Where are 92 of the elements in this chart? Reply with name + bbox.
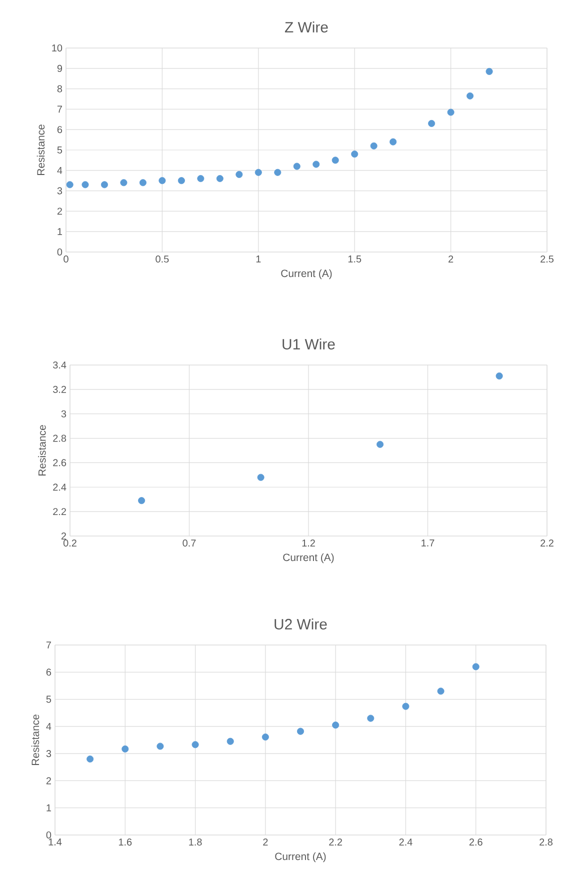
y-tick-label: 7: [57, 106, 62, 113]
y-axis-title: Resistance: [36, 124, 45, 176]
point: [376, 440, 384, 448]
x-tick-label: 2: [448, 256, 454, 262]
y-tick-label: 2: [57, 208, 62, 215]
y-tick-label: 5: [46, 696, 52, 703]
y-tick-label: 2.6: [53, 459, 66, 466]
x-axis-title: Current (A): [275, 852, 326, 862]
x-axis-title: Current (A): [281, 269, 332, 280]
y-tick-label: 5: [57, 146, 62, 154]
x-tick-label: 1.2: [302, 540, 315, 546]
point: [428, 120, 436, 127]
point: [120, 179, 128, 186]
x-tick-label: 2.2: [329, 838, 342, 846]
y-tick-label: 2: [61, 532, 66, 540]
x-tick-label: 0.7: [182, 540, 196, 547]
point: [178, 177, 185, 184]
y-tick-label: 1: [46, 804, 51, 812]
x-tick-label: 2.2: [540, 540, 554, 546]
x-tick-label: 2.4: [399, 838, 412, 846]
x-axis-title: Current (A): [283, 553, 334, 564]
point: [156, 742, 164, 750]
point: [297, 728, 304, 735]
y-tick-label: 2.2: [53, 508, 66, 516]
y-tick-label: 3.2: [53, 386, 66, 393]
point: [226, 738, 234, 745]
point: [496, 372, 503, 380]
y-tick-label: 3: [57, 187, 62, 194]
x-tick-label: 1.6: [118, 838, 132, 846]
x-tick-label: 0.2: [63, 540, 76, 547]
point: [293, 162, 300, 170]
point: [82, 181, 89, 188]
point: [138, 497, 146, 504]
point: [192, 741, 199, 748]
point: [197, 175, 204, 182]
x-tick-label: 0.5: [156, 256, 169, 263]
y-tick-label: 8: [57, 85, 62, 92]
point: [100, 181, 108, 188]
point: [466, 92, 474, 100]
x-tick-label: 2.6: [469, 838, 482, 846]
x-tick-label: 1.5: [348, 256, 362, 262]
chart-title: U1 Wire: [282, 338, 335, 350]
point: [486, 68, 493, 75]
point: [262, 734, 269, 741]
x-tick-label: 1: [256, 256, 261, 262]
y-tick-label: 2: [46, 777, 51, 784]
y-tick-label: 10: [52, 44, 62, 52]
point: [437, 688, 444, 695]
y-tick-label: 4: [57, 166, 62, 174]
y-tick-label: 6: [57, 126, 62, 134]
point: [332, 156, 339, 164]
y-tick-label: 6: [46, 668, 52, 676]
point: [447, 108, 454, 116]
x-tick-label: 1.7: [422, 540, 434, 546]
point: [274, 168, 282, 176]
y-tick-label: 3: [61, 410, 66, 418]
point: [370, 142, 378, 150]
point: [86, 756, 94, 762]
point: [122, 745, 129, 752]
x-tick-label: 2.5: [540, 256, 554, 263]
y-tick-label: 4: [46, 722, 52, 730]
y-tick-label: 0: [57, 248, 62, 256]
y-axis-title: Resistance: [38, 425, 46, 476]
y-tick-label: 2.8: [53, 434, 66, 442]
point: [254, 168, 262, 176]
x-tick-label: 1.8: [189, 838, 202, 846]
point: [367, 714, 374, 722]
y-tick-label: 1: [58, 228, 62, 236]
y-tick-label: 7: [46, 642, 51, 648]
point: [472, 663, 480, 670]
y-tick-label: 3: [46, 750, 52, 758]
x-tick-label: 1.4: [48, 838, 62, 846]
y-tick-label: 0: [46, 831, 52, 839]
y-axis-title: Resistance: [31, 714, 40, 766]
point: [139, 179, 146, 186]
x-tick-label: 2.8: [540, 838, 552, 846]
x-tick-label: 2: [263, 838, 268, 846]
y-tick-label: 2.4: [53, 484, 66, 491]
chart-title: U2 Wire: [274, 618, 327, 630]
point: [236, 170, 243, 178]
point: [312, 160, 320, 168]
point: [390, 138, 397, 146]
point: [351, 150, 358, 158]
point: [216, 175, 224, 182]
point: [332, 722, 340, 729]
y-tick-label: 3.4: [53, 361, 66, 369]
point: [257, 474, 264, 481]
point: [158, 177, 166, 184]
chart-title: Z Wire: [284, 22, 328, 32]
point: [66, 181, 74, 188]
y-tick-label: 9: [57, 64, 62, 72]
point: [402, 702, 410, 710]
